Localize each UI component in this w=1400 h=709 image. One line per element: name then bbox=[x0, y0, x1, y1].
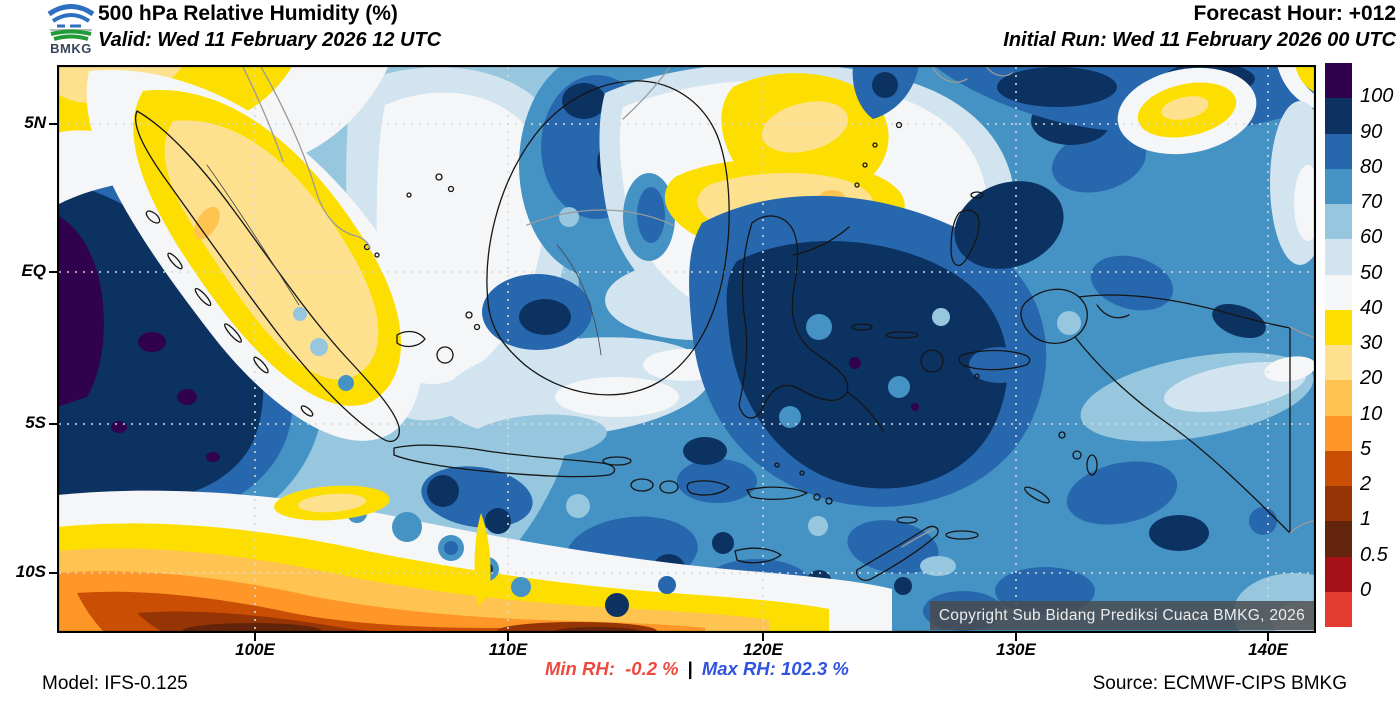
colorbar-segment bbox=[1325, 450, 1352, 486]
lon-tick-label: 120E bbox=[743, 640, 783, 659]
colorbar-segment bbox=[1325, 133, 1352, 169]
model-label: Model: IFS-0.125 bbox=[42, 673, 188, 694]
min-rh-value: Min RH: -0.2 % bbox=[545, 658, 679, 679]
colorbar-segment bbox=[1325, 521, 1352, 557]
colorbar-tick-label: 80 bbox=[1360, 155, 1383, 178]
colorbar-tick-label: 60 bbox=[1360, 226, 1383, 249]
colorbar-tick-label: 1 bbox=[1360, 508, 1372, 531]
lon-tick-mark bbox=[762, 633, 764, 641]
lat-tick-mark bbox=[49, 572, 57, 574]
map-panel: Copyright Sub Bidang Prediksi Cuaca BMKG… bbox=[56, 53, 1357, 653]
copyright-overlay: Copyright Sub Bidang Prediksi Cuaca BMKG… bbox=[929, 601, 1314, 630]
colorbar-segment bbox=[1325, 239, 1352, 275]
colorbar-segment bbox=[1325, 309, 1352, 345]
lat-tick-mark bbox=[49, 123, 57, 125]
colorbar-tick-label: 2 bbox=[1360, 473, 1372, 495]
lon-tick-label: 110E bbox=[488, 640, 528, 659]
colorbar-segment bbox=[1325, 380, 1352, 416]
colorbar-tick-label: 100 bbox=[1360, 85, 1394, 108]
bmkg-logo bbox=[45, 2, 97, 42]
lat-tick-mark bbox=[49, 423, 57, 425]
initial-run: Initial Run: Wed 11 February 2026 00 UTC bbox=[1003, 29, 1396, 51]
lat-tick-label: 5N bbox=[24, 113, 46, 132]
humidity-map bbox=[56, 53, 1357, 653]
max-rh-value: Max RH: 102.3 % bbox=[701, 658, 849, 679]
colorbar-tick-label: 90 bbox=[1360, 120, 1383, 143]
lon-tick-label: 130E bbox=[996, 640, 1036, 659]
lat-tick-label: EQ bbox=[21, 261, 46, 280]
colorbar-tick-label: 10 bbox=[1360, 402, 1383, 425]
colorbar-segment bbox=[1325, 415, 1352, 451]
colorbar-tick-label: 20 bbox=[1360, 367, 1383, 390]
colorbar-tick-label: 0 bbox=[1360, 578, 1372, 601]
lon-tick-mark bbox=[1015, 633, 1017, 641]
colorbar-segment bbox=[1325, 486, 1352, 522]
lon-tick-mark bbox=[1267, 633, 1269, 641]
colorbar-segment bbox=[1325, 345, 1352, 381]
minmax-separator: | bbox=[687, 658, 693, 679]
colorbar-segment bbox=[1325, 204, 1352, 240]
page-title: 500 hPa Relative Humidity (%) bbox=[98, 2, 398, 25]
colorbar-segment bbox=[1325, 63, 1352, 99]
lat-tick-label: 5S bbox=[25, 413, 46, 432]
bmkg-logo-label: BMKG bbox=[50, 41, 92, 56]
valid-time: Valid: Wed 11 February 2026 12 UTC bbox=[98, 29, 442, 51]
colorbar-segment bbox=[1325, 591, 1352, 627]
colorbar-tick-label: 40 bbox=[1360, 296, 1383, 319]
lat-tick-mark bbox=[49, 271, 57, 273]
source-label: Source: ECMWF-CIPS BMKG bbox=[1092, 673, 1347, 694]
colorbar-tick-label: 70 bbox=[1360, 191, 1383, 213]
coastlines bbox=[135, 80, 1291, 581]
lon-tick-label: 140E bbox=[1248, 640, 1288, 659]
colorbar-tick-label: 5 bbox=[1360, 437, 1372, 460]
colorbar-tick-label: 50 bbox=[1360, 261, 1383, 284]
forecast-hour: Forecast Hour: +012 bbox=[1193, 2, 1397, 25]
gridlines bbox=[59, 67, 1314, 631]
map-frame bbox=[56, 64, 1317, 634]
rh-extremes: Min RH: -0.2 % | Max RH: 102.3 % bbox=[545, 658, 849, 680]
lat-tick-label: 10S bbox=[15, 562, 46, 581]
lon-tick-mark bbox=[254, 633, 256, 641]
colorbar-tick-label: 0.5 bbox=[1360, 543, 1388, 566]
colorbar-segment bbox=[1325, 556, 1352, 592]
foreign-borders bbox=[241, 64, 1317, 548]
colorbar-segment bbox=[1325, 98, 1352, 134]
colorbar-swatches bbox=[1325, 63, 1352, 627]
colorbar-tick-label: 30 bbox=[1360, 332, 1383, 354]
colorbar-segment bbox=[1325, 168, 1352, 204]
lon-tick-label: 100E bbox=[235, 640, 275, 659]
humidity-field bbox=[57, 53, 1357, 653]
lon-tick-mark bbox=[507, 633, 509, 641]
colorbar-segment bbox=[1325, 274, 1352, 310]
